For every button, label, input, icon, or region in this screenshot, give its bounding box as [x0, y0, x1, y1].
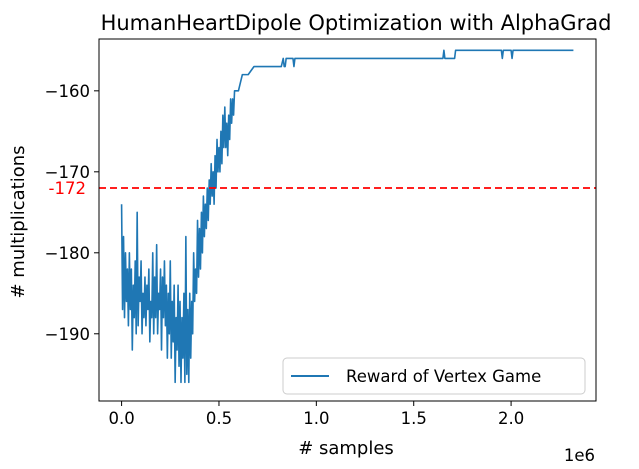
y-tick-label: −180 — [45, 244, 90, 263]
y-tick-label: −170 — [45, 163, 90, 182]
y-tick-label: −190 — [45, 325, 90, 344]
plot-frame — [98, 38, 597, 402]
chart-title: HumanHeartDipole Optimization with Alpha… — [101, 11, 612, 35]
x-axis-label: # samples — [298, 438, 394, 459]
y-axis-label: # multiplications — [8, 145, 29, 298]
x-axis-offset-label: 1e6 — [564, 446, 595, 465]
series-line-0 — [120, 49, 574, 384]
legend-box — [282, 357, 586, 395]
plot-area — [99, 39, 596, 401]
series-layer — [120, 49, 574, 384]
x-tick-label: 1.0 — [303, 409, 329, 428]
x-axis: 0.0 0.5 1.0 1.5 2.0 — [108, 401, 524, 428]
legend-label: Reward of Vertex Game — [346, 367, 541, 386]
y-tick-label: −160 — [45, 82, 90, 101]
legend: Reward of Vertex Game — [282, 357, 586, 395]
x-tick-label: 2.0 — [498, 409, 524, 428]
reference-line-layer: -172 — [49, 179, 596, 198]
x-tick-label: 1.5 — [401, 409, 427, 428]
reference-line-label: -172 — [49, 179, 86, 198]
x-tick-label: 0.0 — [108, 409, 134, 428]
x-tick-label: 0.5 — [206, 409, 232, 428]
y-axis: −190 −180 −170 −160 — [45, 82, 99, 344]
